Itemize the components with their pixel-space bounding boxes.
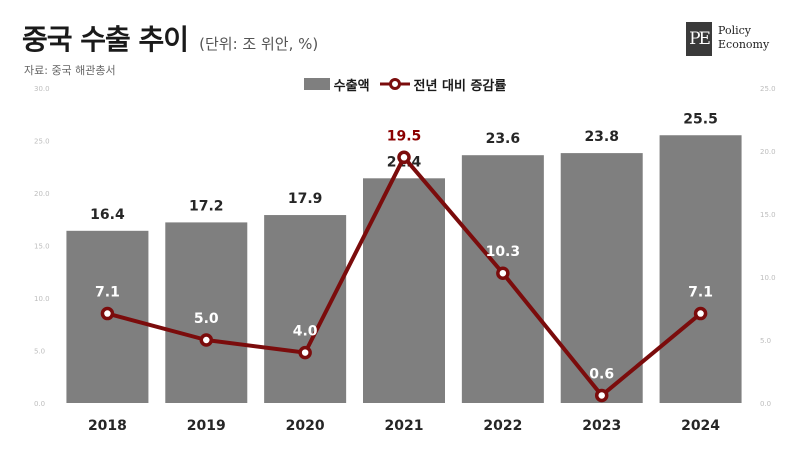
y-left-tick-label: 25.0 [34, 138, 50, 146]
growth-point [298, 345, 312, 360]
bar [659, 135, 742, 403]
logo-line-2: Economy [718, 38, 770, 51]
logo-line-1: Policy [718, 24, 751, 37]
growth-point [594, 388, 609, 403]
growth-point [100, 306, 115, 321]
y-right-tick-label: 20.0 [760, 148, 776, 156]
chart-source: 자료: 중국 해관총서 [24, 64, 116, 77]
y-right-tick-label: 15.0 [760, 211, 776, 219]
y-left-tick-label: 15.0 [34, 243, 50, 251]
growth-value-label: 10.3 [486, 244, 521, 260]
bar-value-label: 23.6 [486, 131, 521, 147]
chart-legend: 수출액 전년 대비 증감률 [282, 70, 528, 98]
brand-logo: PE Policy Economy [686, 22, 786, 58]
growth-point [397, 150, 411, 165]
logo-mark: PE [686, 22, 712, 56]
bar-value-label: 17.9 [288, 191, 323, 207]
legend-line-label: 전년 대비 증감률 [413, 78, 507, 94]
logo-text: Policy Economy [718, 24, 769, 52]
x-tick-label: 2019 [187, 418, 226, 434]
growth-value-label: 4.0 [293, 324, 318, 340]
growth-value-label: 19.5 [387, 128, 422, 144]
bar-value-label: 16.4 [90, 207, 125, 223]
chart-unit: (단위: 조 위안, %) [199, 35, 319, 53]
growth-point [693, 306, 708, 321]
growth-value-label: 7.1 [688, 285, 713, 301]
legend-line-swatch [379, 78, 410, 90]
legend-bar-swatch [303, 78, 330, 90]
y-left-tick-label: 30.0 [34, 85, 50, 93]
growth-point [199, 333, 214, 347]
growth-value-label: 0.6 [589, 366, 614, 382]
bar [165, 222, 248, 403]
legend-item-bar: 수출액 [303, 75, 370, 94]
x-tick-label: 2018 [88, 418, 127, 434]
x-tick-label: 2023 [582, 418, 621, 434]
chart-title: 중국 수출 추이 [22, 23, 189, 56]
y-left-tick-label: 10.0 [34, 295, 50, 303]
y-right-tick-label: 10.0 [760, 274, 776, 282]
y-right-tick-label: 25.0 [760, 85, 776, 93]
bar-value-label: 23.8 [584, 129, 619, 145]
y-right-tick-label: 5.0 [760, 337, 771, 345]
y-left-tick-label: 5.0 [34, 348, 45, 356]
bar-value-label: 17.2 [189, 198, 224, 214]
growth-value-label: 7.1 [95, 285, 120, 301]
bar [363, 178, 445, 403]
growth-value-label: 5.0 [194, 311, 219, 327]
bar [264, 215, 347, 403]
legend-item-line: 전년 대비 증감률 [379, 75, 507, 94]
chart-header: 중국 수출 추이 (단위: 조 위안, %) [22, 18, 318, 58]
x-tick-label: 2020 [286, 418, 325, 434]
growth-point [496, 266, 510, 280]
y-right-tick-label: 0.0 [760, 400, 771, 408]
x-tick-label: 2021 [385, 418, 424, 434]
x-tick-label: 2024 [681, 418, 720, 434]
legend-bar-label: 수출액 [333, 78, 370, 94]
x-tick-label: 2022 [483, 418, 522, 434]
bar-value-label: 25.5 [683, 111, 718, 127]
y-left-tick-label: 0.0 [34, 400, 45, 408]
y-left-tick-label: 20.0 [34, 190, 50, 198]
